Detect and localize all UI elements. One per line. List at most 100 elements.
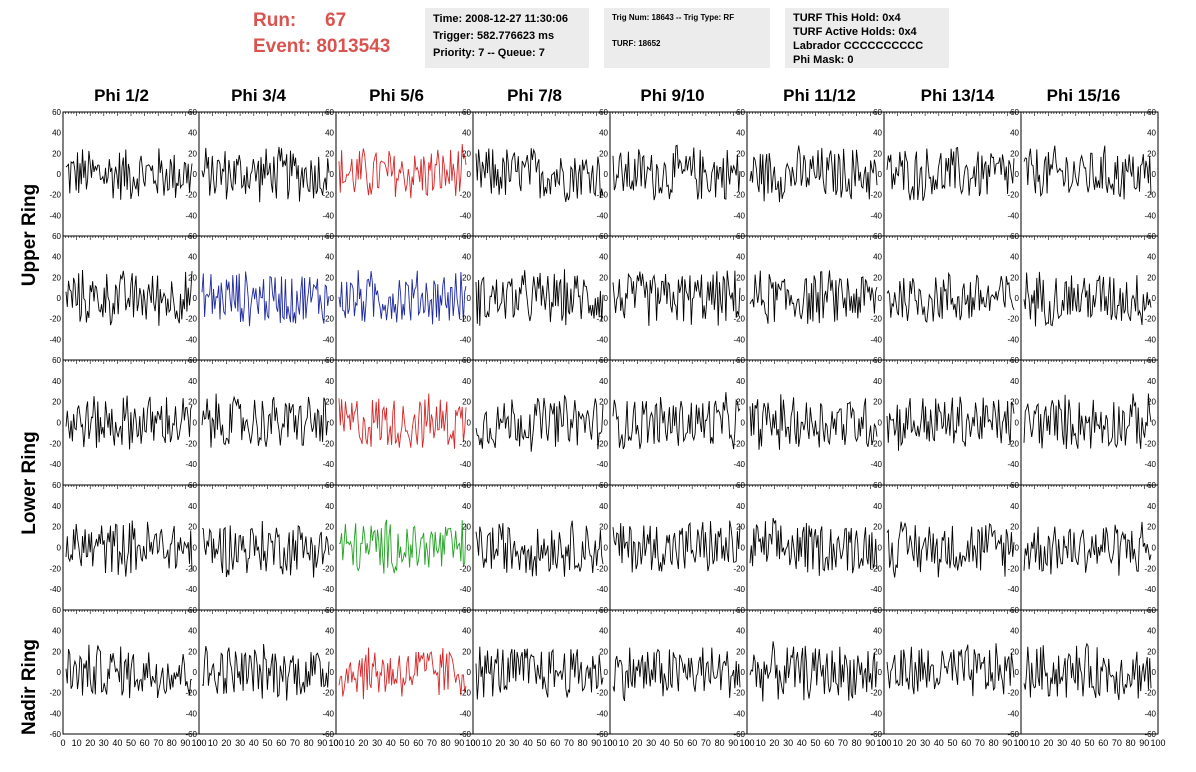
- event-value: 8013543: [316, 36, 391, 57]
- x-tick-label: 80: [304, 738, 314, 748]
- waveform-trace: [65, 269, 193, 326]
- y-tick-label: 20: [1010, 273, 1019, 282]
- y-tick-label: -40: [1144, 709, 1156, 718]
- y-tick-label: -20: [185, 315, 197, 324]
- waveform-trace: [1023, 271, 1152, 327]
- y-tick-label: 20: [462, 523, 471, 532]
- panel-frame: [883, 359, 1022, 486]
- x-tick-label: 100: [465, 738, 480, 748]
- waveform-trace: [65, 644, 192, 699]
- y-tick-label: -20: [49, 689, 61, 698]
- x-tick-label: 70: [1112, 738, 1122, 748]
- y-tick-label: -40: [596, 335, 608, 344]
- y-tick-label: 60: [188, 232, 197, 241]
- y-tick-label: -40: [459, 460, 471, 469]
- y-tick-label: 40: [188, 627, 197, 636]
- y-tick-label: -20: [49, 315, 61, 324]
- y-tick-label: 40: [736, 253, 745, 262]
- y-tick-label: 20: [873, 398, 882, 407]
- x-tick-label: 40: [934, 738, 944, 748]
- waveform-trace: [749, 517, 878, 576]
- y-tick-label: -20: [870, 564, 882, 573]
- y-tick-label: -20: [870, 315, 882, 324]
- x-tick-label: 30: [646, 738, 656, 748]
- y-tick-label: 60: [52, 356, 61, 365]
- waveform-trace: [201, 393, 330, 448]
- y-tick-label: -20: [596, 439, 608, 448]
- waveform-trace: [886, 521, 1015, 578]
- x-tick-label: 0: [196, 738, 201, 748]
- y-tick-label: -60: [459, 730, 471, 739]
- y-tick-label: 20: [1147, 647, 1156, 656]
- y-tick-label: 20: [873, 647, 882, 656]
- y-tick-label: -40: [185, 211, 197, 220]
- x-tick-label: 60: [687, 738, 697, 748]
- y-tick-label: 0: [604, 419, 609, 428]
- y-tick-label: 40: [1147, 502, 1156, 511]
- x-tick-label: 0: [470, 738, 475, 748]
- y-tick-label: 20: [325, 149, 334, 158]
- y-tick-label: -20: [733, 564, 745, 573]
- y-tick-label: 20: [188, 398, 197, 407]
- y-tick-label: -60: [733, 730, 745, 739]
- x-tick-label: 0: [744, 738, 749, 748]
- y-tick-label: -40: [870, 585, 882, 594]
- y-tick-label: 0: [1152, 419, 1157, 428]
- column-header-phi-1-2: Phi 1/2: [94, 86, 149, 105]
- x-tick-label: 80: [852, 738, 862, 748]
- waveform-trace: [65, 395, 193, 450]
- y-tick-label: -20: [1007, 689, 1019, 698]
- y-tick-label: 60: [1010, 108, 1019, 117]
- x-tick-label: 60: [550, 738, 560, 748]
- y-tick-label: -60: [185, 730, 197, 739]
- y-tick-label: -40: [870, 211, 882, 220]
- y-tick-label: -40: [1007, 460, 1019, 469]
- y-tick-label: 60: [599, 481, 608, 490]
- y-tick-label: 0: [604, 668, 609, 677]
- y-tick-label: 40: [462, 627, 471, 636]
- x-tick-label: 100: [602, 738, 617, 748]
- y-tick-label: -40: [459, 709, 471, 718]
- y-tick-label: -40: [49, 335, 61, 344]
- y-tick-label: 60: [188, 356, 197, 365]
- waveform-trace: [475, 395, 604, 452]
- waveform-trace: [1023, 145, 1152, 200]
- y-tick-label: -20: [185, 564, 197, 573]
- waveform-trace: [338, 270, 467, 325]
- y-tick-label: -20: [870, 439, 882, 448]
- y-tick-label: 40: [1010, 129, 1019, 138]
- y-tick-label: -40: [1144, 335, 1156, 344]
- turf-active-holds: TURF Active Holds: 0x4: [793, 26, 917, 38]
- x-tick-label: 70: [290, 738, 300, 748]
- y-tick-label: 0: [57, 294, 62, 303]
- y-tick-label: -20: [49, 191, 61, 200]
- y-tick-label: 40: [325, 502, 334, 511]
- x-tick-label: 80: [578, 738, 588, 748]
- turf-line: TURF: 18652: [612, 39, 661, 48]
- y-tick-label: -20: [733, 191, 745, 200]
- y-tick-label: -40: [459, 211, 471, 220]
- x-tick-label: 0: [333, 738, 338, 748]
- y-tick-label: -60: [1007, 730, 1019, 739]
- y-tick-label: 0: [1152, 294, 1157, 303]
- x-tick-label: 70: [427, 738, 437, 748]
- y-tick-label: -20: [870, 689, 882, 698]
- y-tick-label: 40: [736, 627, 745, 636]
- y-tick-label: 0: [604, 544, 609, 553]
- x-tick-label: 50: [810, 738, 820, 748]
- x-tick-label: 70: [564, 738, 574, 748]
- y-tick-label: -20: [596, 564, 608, 573]
- y-tick-label: -20: [185, 689, 197, 698]
- y-tick-label: 40: [325, 253, 334, 262]
- y-tick-label: 40: [52, 377, 61, 386]
- y-tick-label: 0: [330, 544, 335, 553]
- y-tick-label: 0: [1152, 544, 1157, 553]
- y-tick-label: -60: [322, 730, 334, 739]
- x-tick-label: 30: [920, 738, 930, 748]
- y-tick-label: 0: [193, 668, 198, 677]
- x-tick-label: 20: [221, 738, 231, 748]
- y-tick-label: 0: [878, 668, 883, 677]
- waveform-trace: [749, 145, 878, 203]
- y-tick-label: 40: [599, 377, 608, 386]
- y-tick-label: 0: [57, 170, 62, 179]
